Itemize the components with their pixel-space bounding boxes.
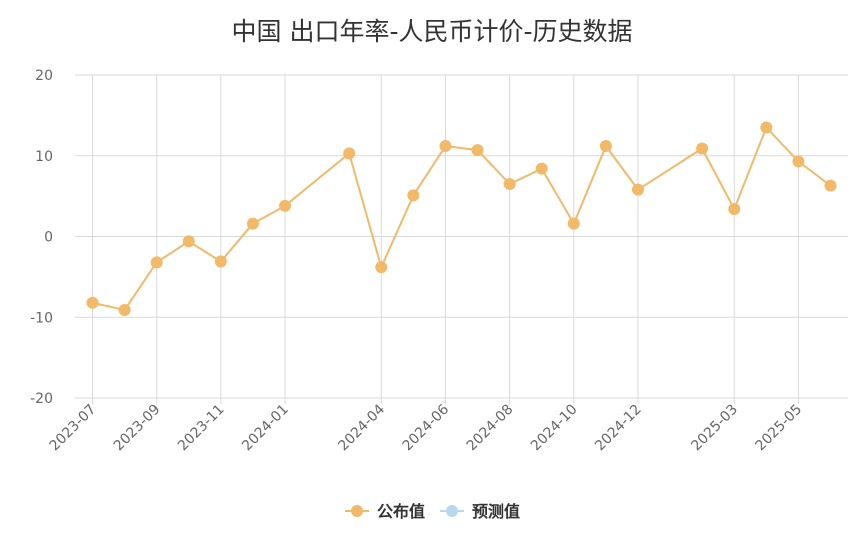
legend: 公布值 预测值 xyxy=(345,502,520,521)
data-point[interactable] xyxy=(343,147,356,160)
data-point[interactable] xyxy=(792,155,805,168)
series-line xyxy=(92,125,832,312)
data-point[interactable] xyxy=(246,217,259,230)
legend-swatch-marker xyxy=(446,505,458,517)
legend-item[interactable]: 预测值 xyxy=(440,502,520,521)
x-tick-label: 2025-05 xyxy=(753,402,806,455)
data-point[interactable] xyxy=(182,235,195,248)
y-tick-label: 10 xyxy=(35,149,53,165)
y-tick-label: -20 xyxy=(30,391,53,407)
x-tick-label: 2024-12 xyxy=(592,402,645,455)
chart-title: 中国 出口年率-人民币计价-历史数据 xyxy=(231,17,633,46)
grid-lines xyxy=(75,74,848,404)
data-point[interactable] xyxy=(279,199,292,212)
data-point[interactable] xyxy=(150,256,163,269)
y-axis: 20 10 0 -10 -20 xyxy=(30,68,53,407)
x-tick-label: 2023-11 xyxy=(175,402,228,455)
x-tick-label: 2024-06 xyxy=(400,401,453,454)
x-tick-label: 2025-03 xyxy=(688,402,741,455)
y-tick-label: 0 xyxy=(44,230,53,246)
data-point[interactable] xyxy=(439,140,452,153)
data-point[interactable] xyxy=(824,179,837,192)
data-point[interactable] xyxy=(214,255,227,268)
data-point[interactable] xyxy=(567,217,580,230)
data-point[interactable] xyxy=(471,144,484,157)
data-point[interactable] xyxy=(503,178,516,191)
x-tick-label: 2024-04 xyxy=(335,401,388,454)
x-tick-label: 2024-10 xyxy=(528,402,581,455)
legend-label: 公布值 xyxy=(377,502,425,521)
data-point[interactable] xyxy=(599,140,612,153)
data-series xyxy=(86,121,837,316)
y-tick-label: -10 xyxy=(30,310,53,326)
data-point[interactable] xyxy=(118,303,131,316)
data-point[interactable] xyxy=(631,183,644,196)
y-tick-label: 20 xyxy=(35,68,53,84)
x-tick-label: 2024-01 xyxy=(239,402,292,455)
legend-swatch-marker xyxy=(351,505,363,517)
x-axis: 2023-07 2023-09 2023-11 2024-01 2024-04 2024-… xyxy=(47,401,806,454)
x-tick-label: 2023-09 xyxy=(111,402,164,455)
legend-item[interactable]: 公布值 xyxy=(345,502,425,521)
x-tick-label: 2024-08 xyxy=(464,402,517,455)
data-point[interactable] xyxy=(407,189,420,202)
x-tick-label: 2023-07 xyxy=(47,402,100,455)
data-point[interactable] xyxy=(535,162,548,175)
data-point[interactable] xyxy=(86,296,99,309)
data-point[interactable] xyxy=(760,121,773,134)
legend-label: 预测值 xyxy=(472,502,520,521)
data-point[interactable] xyxy=(375,261,388,274)
data-point[interactable] xyxy=(728,203,741,216)
data-point[interactable] xyxy=(696,142,709,155)
